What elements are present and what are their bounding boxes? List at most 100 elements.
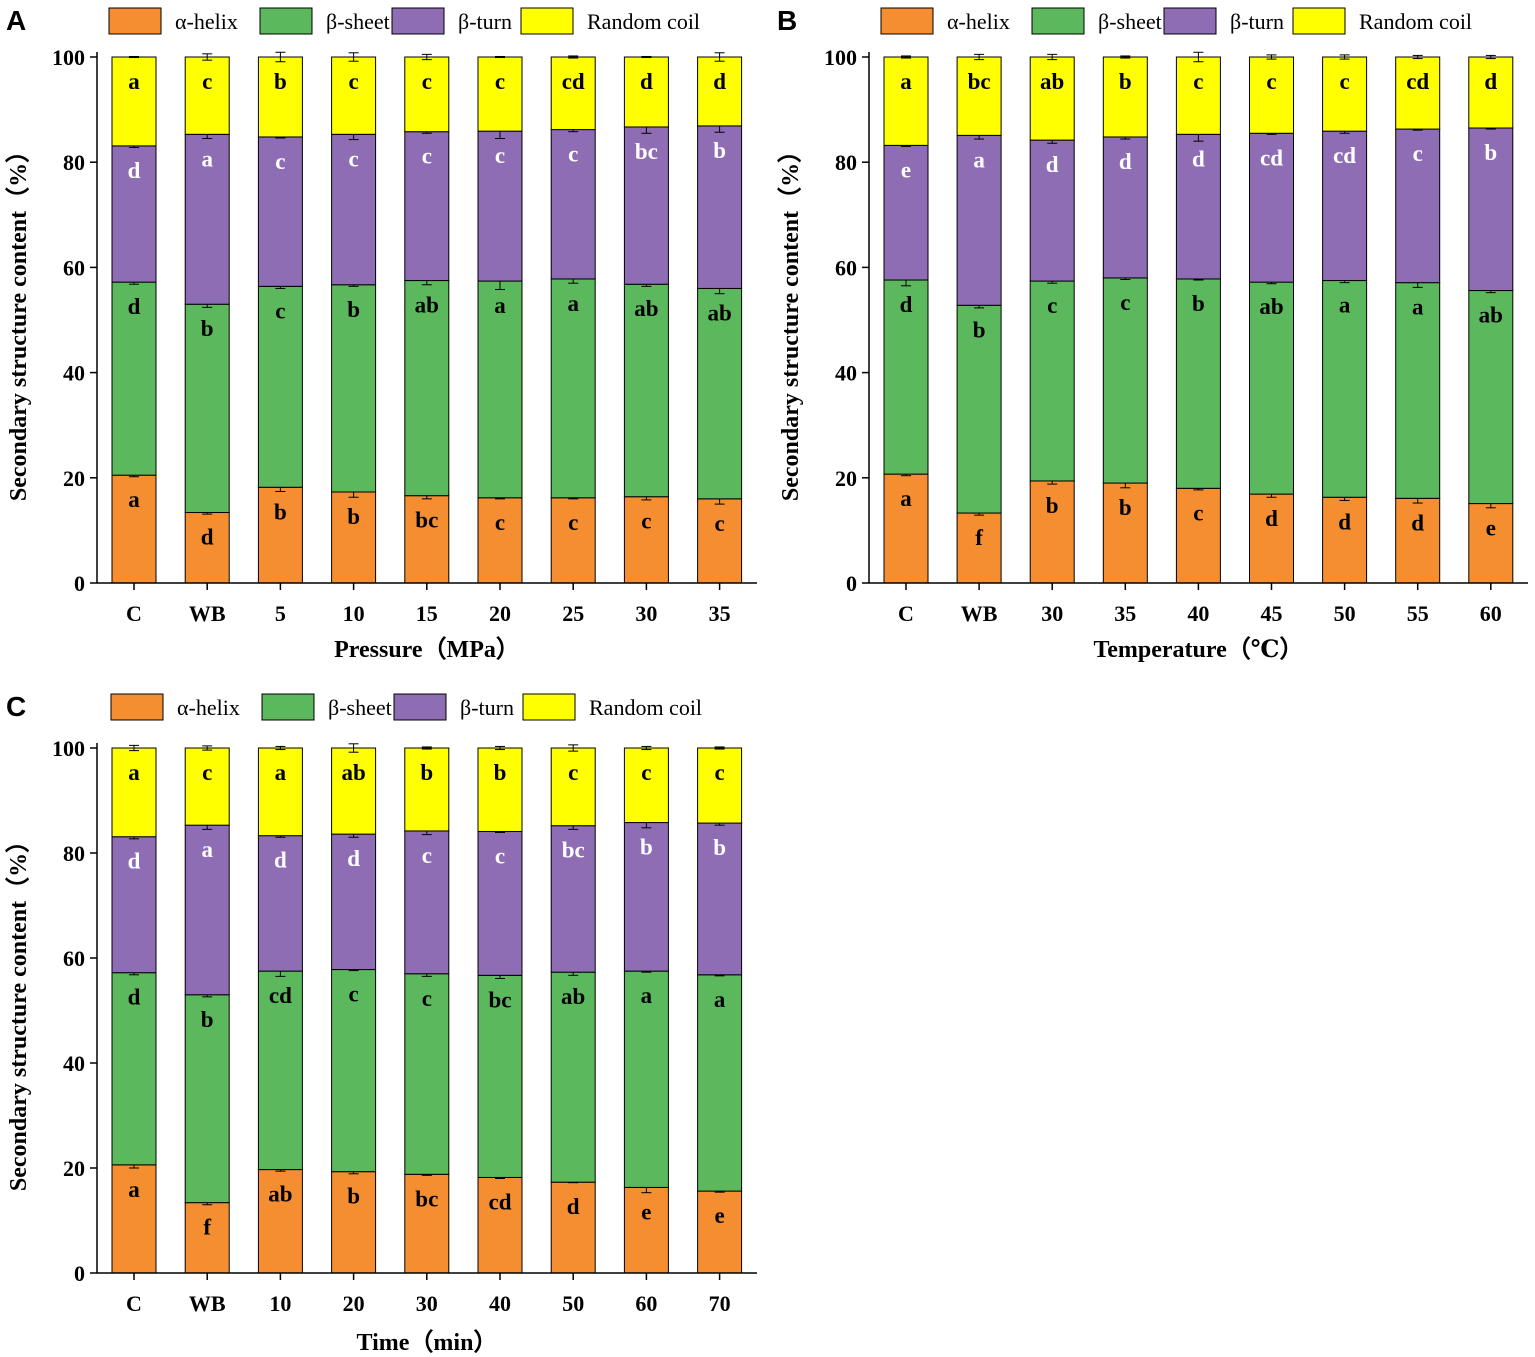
bar-group: bc ab c c <box>404 53 450 584</box>
significance-label: c <box>495 143 505 168</box>
significance-label: c <box>641 509 651 534</box>
significance-label: a <box>1339 293 1351 318</box>
bar-group: b c d ab <box>1029 53 1075 584</box>
y-tick-label: 0 <box>74 571 85 596</box>
bar-group: c b d c <box>1175 51 1221 584</box>
significance-label: b <box>713 138 726 163</box>
bar-segment-beta-sheet <box>1395 282 1441 499</box>
significance-label: cd <box>562 69 585 94</box>
significance-label: b <box>347 1184 360 1209</box>
significance-label: c <box>1266 69 1276 94</box>
bar-segment-beta-sheet <box>331 284 377 493</box>
bar-segment-beta-turn <box>1102 136 1148 279</box>
y-tick-label: 100 <box>824 45 857 70</box>
significance-label: c <box>714 511 724 536</box>
bar-segment-beta-turn <box>111 145 157 283</box>
significance-label: d <box>640 69 653 94</box>
bar-segment-beta-sheet <box>883 279 929 475</box>
bar-segment-beta-turn <box>331 133 377 286</box>
significance-label: bc <box>968 69 991 94</box>
legend-swatch-beta-turn <box>1163 7 1217 35</box>
significance-label: a <box>128 69 140 94</box>
significance-label: bc <box>415 508 438 533</box>
bar-group: c a c cd <box>550 55 596 584</box>
y-tick-label: 80 <box>63 150 85 175</box>
significance-label: bc <box>562 838 585 863</box>
bar-segment-alpha-helix <box>697 498 743 584</box>
significance-label: a <box>641 983 653 1008</box>
significance-label: b <box>274 499 287 524</box>
bar-segment-random-coil <box>623 747 669 824</box>
x-tick-label: 20 <box>489 601 511 626</box>
bar-segment-beta-turn <box>623 126 669 285</box>
significance-label: d <box>1265 506 1278 531</box>
significance-label: a <box>201 837 213 862</box>
bar-segment-alpha-helix <box>1468 503 1514 584</box>
significance-label: c <box>275 149 285 174</box>
panel-letter: B <box>777 5 797 36</box>
significance-label: b <box>274 69 287 94</box>
significance-label: b <box>347 504 360 529</box>
significance-label: a <box>128 760 140 785</box>
legend-swatch-random-coil <box>520 7 574 35</box>
bar-segment-alpha-helix <box>956 512 1002 584</box>
significance-label: c <box>1193 69 1203 94</box>
y-tick-label: 100 <box>52 45 85 70</box>
bar-segment-random-coil <box>697 747 743 824</box>
bar-group: c ab b d <box>697 52 743 584</box>
bar-group: a d d a <box>111 55 157 584</box>
significance-label: ab <box>1259 294 1283 319</box>
bar-segment-beta-sheet <box>1175 278 1221 489</box>
bar-segment-random-coil <box>257 747 303 837</box>
y-axis-title: Secondary structure content（%） <box>5 829 32 1191</box>
x-tick-label: WB <box>189 1291 226 1316</box>
significance-label: ab <box>341 760 365 785</box>
significance-label: c <box>422 69 432 94</box>
significance-label: b <box>201 1007 214 1032</box>
x-tick-label: 40 <box>1187 601 1209 626</box>
bar-group: d ab cd c <box>1249 54 1294 584</box>
significance-label: c <box>495 69 505 94</box>
legend-label-alpha-helix: α-helix <box>175 9 238 34</box>
bar-segment-beta-sheet <box>1322 280 1368 498</box>
significance-label: c <box>202 760 212 785</box>
significance-label: c <box>1047 293 1057 318</box>
bar-group: d b a c <box>184 53 230 584</box>
bar-segment-beta-turn <box>1395 128 1441 284</box>
significance-label: c <box>714 760 724 785</box>
significance-label: c <box>202 69 212 94</box>
x-tick-label: WB <box>961 601 998 626</box>
bar-segment-alpha-helix <box>550 1181 596 1274</box>
significance-label: ab <box>634 296 658 321</box>
significance-label: c <box>422 843 432 868</box>
significance-label: d <box>567 1194 580 1219</box>
significance-label: cd <box>489 1189 512 1214</box>
y-tick-label: 0 <box>846 571 857 596</box>
bar-group: d a c cd <box>1395 54 1441 584</box>
legend-swatch-beta-turn <box>393 693 447 721</box>
bar-group: b c c b <box>257 51 303 584</box>
legend-swatch-alpha-helix <box>110 693 164 721</box>
bar-group: f b a c <box>184 745 230 1274</box>
x-tick-label: 70 <box>709 1291 731 1316</box>
bar-segment-beta-sheet <box>331 969 377 1173</box>
bar-segment-random-coil <box>550 747 596 827</box>
x-tick-label: 60 <box>635 1291 657 1316</box>
bar-segment-beta-turn <box>404 830 450 975</box>
legend-swatch-random-coil <box>1292 7 1346 35</box>
bar-segment-alpha-helix <box>697 1190 743 1274</box>
bar-segment-beta-sheet <box>550 278 596 499</box>
bar-segment-beta-turn <box>331 833 377 971</box>
significance-label: b <box>201 316 214 341</box>
bar-segment-beta-sheet <box>477 974 523 1178</box>
bar-segment-beta-sheet <box>184 303 230 514</box>
bar-segment-beta-sheet <box>477 280 523 499</box>
significance-label: a <box>201 146 213 171</box>
bar-segment-beta-turn <box>404 131 450 282</box>
significance-label: b <box>1119 495 1132 520</box>
bar-segment-alpha-helix <box>477 497 523 584</box>
y-axis-title: Secondary structure content（%） <box>777 139 804 501</box>
bar-segment-beta-turn <box>477 130 523 282</box>
